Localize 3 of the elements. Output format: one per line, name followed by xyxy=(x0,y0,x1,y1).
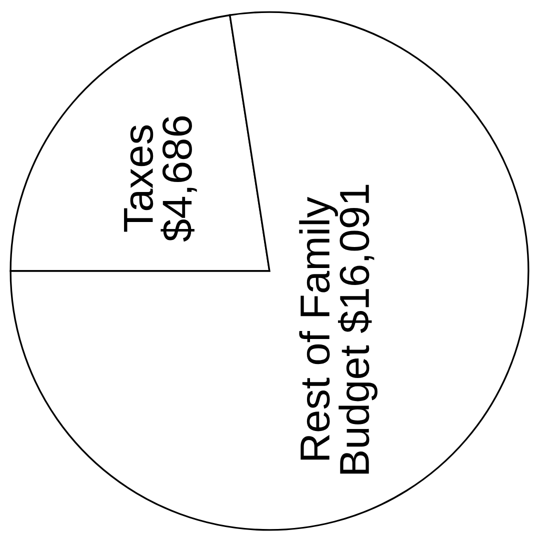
slice-label: Rest of Family Budget $16,091 xyxy=(299,184,378,474)
data-label: $4,686 xyxy=(160,116,197,242)
slice-label: Taxes xyxy=(124,125,154,232)
